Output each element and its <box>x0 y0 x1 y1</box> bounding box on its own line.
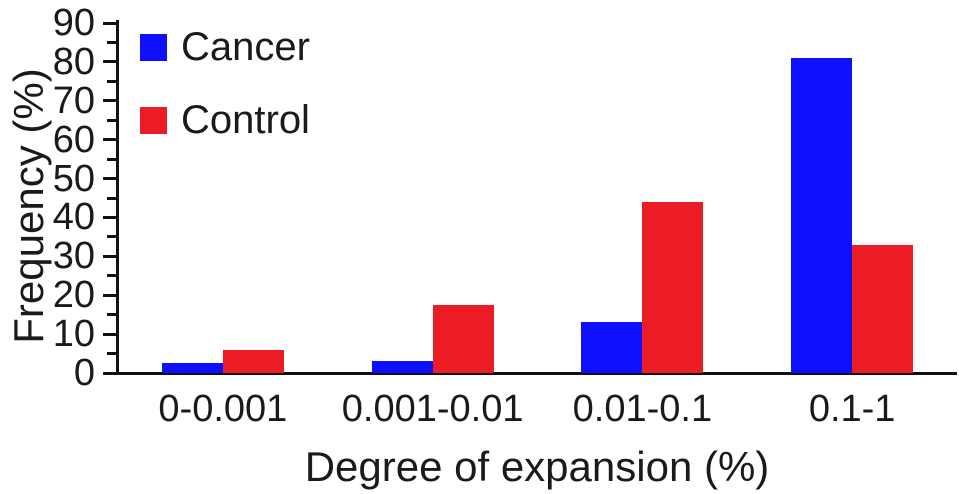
legend: Cancer Control <box>140 27 310 173</box>
bar-control-0.01-0.1 <box>642 201 704 373</box>
y-minor-tick <box>107 118 116 122</box>
y-tick-label: 30 <box>52 235 95 278</box>
y-minor-tick <box>107 157 116 161</box>
bar-cancer-0-0.001 <box>161 363 223 373</box>
y-major-tick <box>103 371 116 375</box>
x-tick-label: 0.01-0.1 <box>572 388 713 430</box>
bar-cancer-0.1-1 <box>791 58 853 373</box>
x-axis-line <box>105 372 957 375</box>
legend-item-control: Control <box>140 100 310 140</box>
y-minor-tick <box>107 196 116 200</box>
y-tick-label: 80 <box>52 40 95 83</box>
y-minor-tick <box>107 352 116 356</box>
x-axis-label: Degree of expansion (%) <box>304 443 770 490</box>
y-minor-tick <box>107 274 116 278</box>
y-major-tick <box>103 99 116 103</box>
legend-label-control: Control <box>181 98 310 142</box>
legend-swatch-cancer-icon <box>140 33 167 61</box>
y-tick-label: 70 <box>52 79 95 122</box>
y-tick-label: 10 <box>52 313 95 356</box>
y-tick-label: 60 <box>52 118 95 161</box>
y-minor-tick <box>107 40 116 44</box>
y-tick-label: 90 <box>52 2 95 44</box>
legend-label-cancer: Cancer <box>181 25 310 69</box>
y-tick-label: 50 <box>52 157 95 200</box>
bar-control-0.1-1 <box>852 244 914 373</box>
bar-control-0.001-0.01 <box>432 304 494 373</box>
y-minor-tick <box>107 79 116 83</box>
bar-cancer-0.001-0.01 <box>371 361 433 373</box>
y-major-tick <box>103 177 116 181</box>
y-major-tick <box>103 21 116 25</box>
y-major-tick <box>103 215 116 219</box>
bar-cancer-0.01-0.1 <box>581 322 643 373</box>
y-major-tick <box>103 60 116 64</box>
y-tick-label: 40 <box>52 196 95 239</box>
x-tick-label: 0-0.001 <box>158 388 288 430</box>
y-minor-tick <box>107 235 116 239</box>
y-major-tick <box>103 254 116 258</box>
x-tick-label: 0.1-1 <box>808 388 896 430</box>
bar-control-0-0.001 <box>222 349 284 373</box>
y-major-tick <box>103 293 116 297</box>
y-major-tick <box>103 332 116 336</box>
y-minor-tick <box>107 313 116 317</box>
y-major-tick <box>103 138 116 142</box>
y-axis-line <box>116 20 119 375</box>
legend-item-cancer: Cancer <box>140 27 310 67</box>
y-tick-label: 20 <box>52 274 95 317</box>
x-tick-label: 0.001-0.01 <box>341 388 524 430</box>
legend-swatch-control-icon <box>140 106 167 134</box>
y-tick-label: 0 <box>73 352 95 394</box>
